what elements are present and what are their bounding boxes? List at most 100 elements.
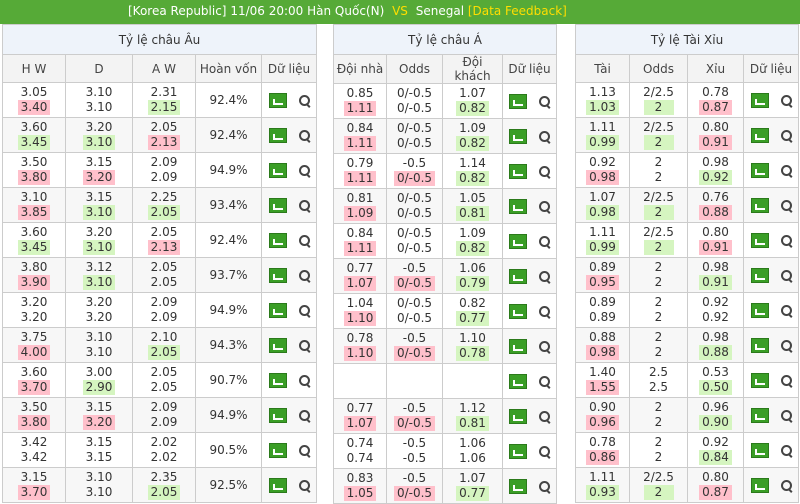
search-icon[interactable] (539, 165, 551, 177)
chart-icon[interactable] (509, 338, 528, 354)
search-icon[interactable] (298, 199, 310, 211)
chart-icon[interactable] (509, 268, 528, 284)
chart-icon[interactable] (268, 232, 287, 248)
chart-icon[interactable] (750, 92, 769, 108)
chart-icon[interactable] (750, 162, 769, 178)
away-team[interactable]: Senegal (415, 4, 465, 18)
under-odds-opening: 0.96 (702, 400, 729, 414)
chart-icon[interactable] (750, 407, 769, 423)
search-icon[interactable] (298, 269, 310, 281)
away-win-odds-current: 2.02 (150, 450, 178, 464)
chart-icon[interactable] (268, 92, 287, 108)
search-icon[interactable] (298, 444, 310, 456)
chart-icon[interactable] (509, 128, 528, 144)
search-icon[interactable] (780, 339, 792, 351)
chart-icon[interactable] (509, 443, 528, 459)
vs-label: VS (392, 4, 408, 18)
search-icon[interactable] (298, 304, 310, 316)
search-icon[interactable] (780, 199, 792, 211)
chart-icon[interactable] (750, 267, 769, 283)
search-icon[interactable] (298, 409, 310, 421)
search-icon[interactable] (539, 375, 551, 387)
search-icon[interactable] (539, 200, 551, 212)
draw-odds-opening: 3.10 (85, 85, 113, 99)
chart-icon[interactable] (509, 233, 528, 249)
chart-icon[interactable] (509, 303, 528, 319)
chart-icon[interactable] (509, 163, 528, 179)
data-links (501, 118, 558, 154)
search-icon[interactable] (539, 480, 551, 492)
home-win-odds-opening: 3.75 (20, 330, 48, 344)
chart-icon[interactable] (268, 267, 287, 283)
search-icon[interactable] (539, 445, 551, 457)
chart-icon[interactable] (509, 408, 528, 424)
search-icon[interactable] (298, 479, 310, 491)
search-icon[interactable] (780, 269, 792, 281)
away-win-odds-current: 2.05 (147, 485, 181, 500)
search-icon[interactable] (780, 129, 792, 141)
away-win-odds-current: 2.09 (150, 170, 178, 184)
chart-icon[interactable] (750, 197, 769, 213)
data-feedback-link[interactable]: [Data Feedback] (467, 4, 567, 18)
chart-icon[interactable] (268, 372, 287, 388)
search-icon[interactable] (539, 95, 551, 107)
chart-icon[interactable] (268, 407, 287, 423)
chart-icon[interactable] (509, 478, 528, 494)
search-icon[interactable] (539, 410, 551, 422)
search-icon[interactable] (780, 374, 792, 386)
chart-icon[interactable] (750, 302, 769, 318)
home-win-odds: 3.10 3.85 (2, 187, 66, 223)
chart-icon[interactable] (268, 442, 287, 458)
search-icon[interactable] (780, 409, 792, 421)
chart-icon[interactable] (268, 127, 287, 143)
search-icon[interactable] (780, 234, 792, 246)
search-icon[interactable] (298, 164, 310, 176)
chart-icon[interactable] (268, 477, 287, 493)
home-team[interactable]: Hàn Quốc(N) (307, 4, 385, 18)
chart-icon[interactable] (750, 372, 769, 388)
search-icon[interactable] (780, 479, 792, 491)
total-line-opening: 2 (654, 295, 663, 309)
chart-icon[interactable] (509, 373, 528, 389)
draw-odds-current: 2.90 (82, 380, 116, 395)
search-icon[interactable] (298, 129, 310, 141)
away-win-odds-current: 2.15 (147, 100, 181, 115)
chart-icon[interactable] (268, 302, 287, 318)
search-icon[interactable] (539, 235, 551, 247)
chart-icon[interactable] (750, 477, 769, 493)
search-icon[interactable] (298, 339, 310, 351)
match-header: [Korea Republic] 11/06 20:00 Hàn Quốc(N)… (128, 4, 567, 18)
search-icon[interactable] (780, 164, 792, 176)
away-win-odds: 2.05 2.13 (132, 117, 196, 153)
data-links (261, 397, 317, 433)
search-icon[interactable] (298, 94, 310, 106)
home-win-odds: 3.05 3.40 (2, 82, 66, 118)
chart-icon[interactable] (750, 127, 769, 143)
search-icon[interactable] (298, 374, 310, 386)
total-line-opening: 2/2.5 (643, 85, 674, 99)
under-odds: 0.96 0.90 (687, 397, 744, 433)
col-odds: Odds (629, 54, 688, 83)
search-icon[interactable] (539, 130, 551, 142)
search-icon[interactable] (539, 270, 551, 282)
chart-icon[interactable] (750, 442, 769, 458)
away-odds: 1.06 1.06 (442, 433, 503, 469)
search-icon[interactable] (780, 444, 792, 456)
search-icon[interactable] (780, 94, 792, 106)
search-icon[interactable] (298, 234, 310, 246)
home-win-odds: 3.60 3.45 (2, 222, 66, 258)
chart-icon[interactable] (268, 162, 287, 178)
search-icon[interactable] (780, 304, 792, 316)
handicap-line-current: 0/-0.5 (393, 486, 436, 501)
under-odds-current: 0.91 (699, 275, 732, 290)
search-icon[interactable] (539, 340, 551, 352)
league-name[interactable]: [Korea Republic] (128, 4, 227, 18)
chart-icon[interactable] (268, 337, 287, 353)
search-icon[interactable] (539, 305, 551, 317)
chart-icon[interactable] (750, 232, 769, 248)
chart-icon[interactable] (750, 337, 769, 353)
chart-icon[interactable] (268, 197, 287, 213)
chart-icon[interactable] (509, 198, 528, 214)
home-win-odds-opening: 3.60 (20, 225, 48, 239)
chart-icon[interactable] (509, 93, 528, 109)
